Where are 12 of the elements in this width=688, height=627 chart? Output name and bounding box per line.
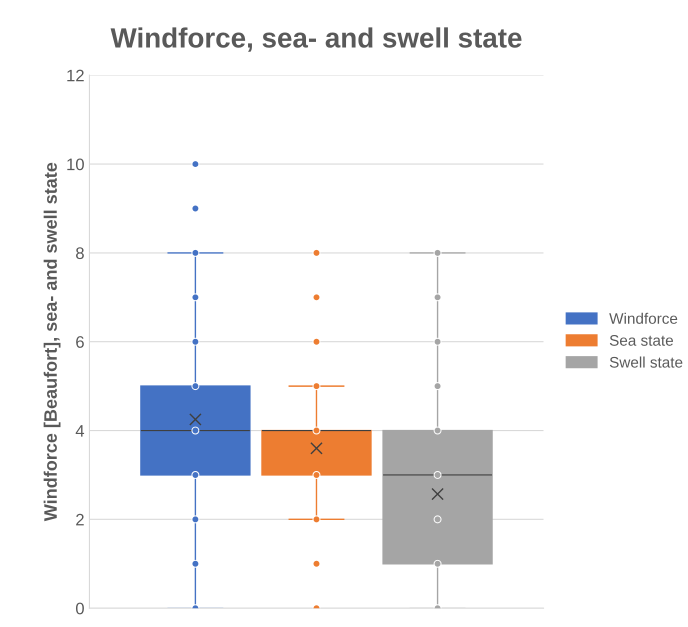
legend-label: Swell state xyxy=(610,356,682,368)
y-tick-label: 6 xyxy=(76,336,84,348)
y-tick-label: 2 xyxy=(76,514,84,526)
y-tick-label: 4 xyxy=(76,425,84,437)
y-tick-label: 8 xyxy=(76,247,84,260)
legend-label: Sea state xyxy=(610,335,673,346)
y-tick-label: 10 xyxy=(67,158,84,170)
chart-title: Windforce, sea- and swell state xyxy=(110,27,522,52)
y-tick-label: 0 xyxy=(76,602,84,614)
y-tick-label: 12 xyxy=(67,70,84,82)
y-axis-title: Windforce [Beaufort], sea- and swell state xyxy=(44,162,60,522)
legend-label: Windforce xyxy=(609,312,678,324)
